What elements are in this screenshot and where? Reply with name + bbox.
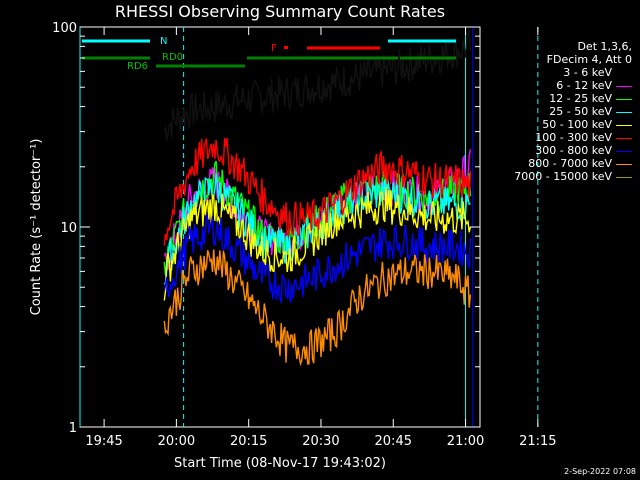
x-tick-label-4: 20:45 <box>375 434 412 449</box>
legend-item: 3 - 6 keV <box>486 66 632 79</box>
legend-item: 100 - 300 keV <box>486 131 632 144</box>
reference-lines <box>79 27 539 427</box>
annotation-label-0: N <box>160 36 167 47</box>
legend-label: 12 - 25 keV <box>549 92 612 105</box>
x-tick-label-5: 21:00 <box>447 434 484 449</box>
legend-label: 6 - 12 keV <box>556 79 612 92</box>
legend-item: 12 - 25 keV <box>486 92 632 105</box>
legend-swatch <box>616 124 632 126</box>
legend-rows: 3 - 6 keV 6 - 12 keV 12 - 25 keV 25 - 50 ke… <box>486 66 632 183</box>
legend-label: 300 - 800 keV <box>535 144 612 157</box>
legend-label: 3 - 6 keV <box>563 66 612 79</box>
legend-swatch <box>616 98 632 100</box>
series-line-3 <box>163 173 471 285</box>
flare-marker <box>284 46 288 49</box>
x-tick-label-3: 20:30 <box>302 434 339 449</box>
x-tick-label-6: 21:15 <box>519 434 556 449</box>
legend-swatch <box>616 163 632 165</box>
annotation-layer: N RD0 RD6 F <box>82 36 456 72</box>
y-tick-label-1: 10 <box>60 221 77 236</box>
legend-swatch <box>616 85 632 87</box>
legend-item: 25 - 50 keV <box>486 105 632 118</box>
x-tick-label-1: 20:00 <box>158 434 195 449</box>
x-tick-label-0: 19:45 <box>85 434 122 449</box>
legend-swatch <box>616 176 632 178</box>
legend-item: 6 - 12 keV <box>486 79 632 92</box>
series-line-6 <box>163 214 472 303</box>
legend-swatch <box>616 111 632 113</box>
legend-label: 800 - 7000 keV <box>528 157 612 170</box>
annotation-label-3: F <box>271 43 277 54</box>
legend-item: 50 - 100 keV <box>486 118 632 131</box>
legend-label: 7000 - 15000 keV <box>514 170 612 183</box>
x-tick-label-2: 20:15 <box>230 434 267 449</box>
legend-item: 7000 - 15000 keV <box>486 170 632 183</box>
y-tick-label-0: 1 <box>69 421 77 436</box>
x-axis-label: Start Time (08-Nov-17 19:43:02) <box>174 456 386 471</box>
legend-header-1: Det 1,3,6, <box>577 40 632 53</box>
y-axis-label: Count Rate (s⁻¹ detector⁻¹) <box>29 139 44 316</box>
series-line-4 <box>163 187 472 301</box>
legend-item: 300 - 800 keV <box>486 144 632 157</box>
axis-layer: 19:45 20:00 20:15 20:30 20:45 21:00 21:15 1 10 10… <box>52 21 556 449</box>
legend-swatch <box>616 137 632 139</box>
annotation-label-1: RD0 <box>162 52 183 63</box>
annotation-label-2: RD6 <box>127 61 148 72</box>
series-line-5 <box>163 137 472 246</box>
y-tick-label-2: 100 <box>52 21 77 36</box>
legend-swatch <box>616 150 632 152</box>
legend-item: 800 - 7000 keV <box>486 157 632 170</box>
legend-label: 50 - 100 keV <box>542 118 612 131</box>
timestamp: 2-Sep-2022 07:08 <box>564 467 636 476</box>
series-line-0 <box>163 30 472 140</box>
legend-header-2: FDecim 4, Att 0 <box>546 53 632 66</box>
series-line-7 <box>163 249 472 367</box>
legend-swatch <box>616 72 632 74</box>
legend-label: 100 - 300 keV <box>535 131 612 144</box>
chart-title: RHESSI Observing Summary Count Rates <box>115 2 445 21</box>
legend: Det 1,3,6, FDecim 4, Att 0 3 - 6 keV 6 - … <box>486 40 632 183</box>
legend-label: 25 - 50 keV <box>549 105 612 118</box>
series-layer <box>163 30 472 367</box>
